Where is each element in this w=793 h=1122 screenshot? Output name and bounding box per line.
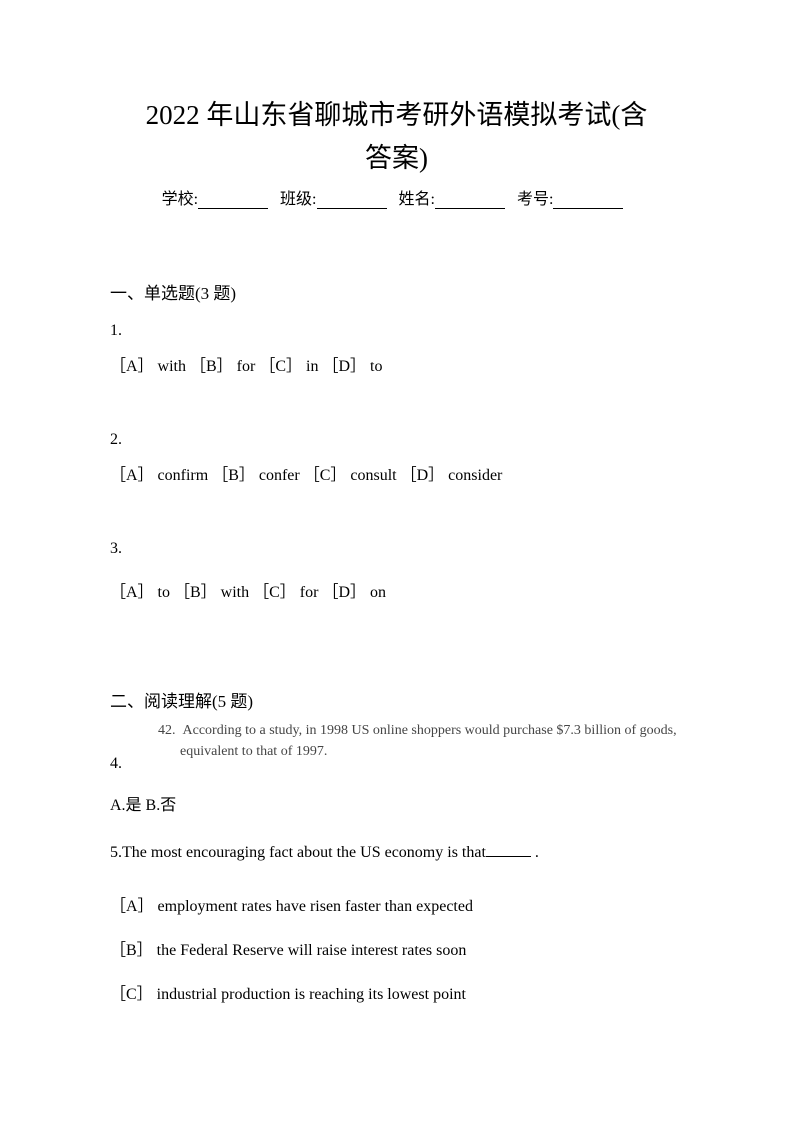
q3-number: 3.	[110, 540, 683, 558]
q4-options: A.是 B.否	[110, 791, 683, 815]
q3-options: ［A］ to ［B］ with ［C］ for ［D］ on	[110, 578, 683, 602]
q5-stem-prefix: 5.The most encouraging fact about the US…	[110, 844, 486, 861]
q4-container: 42. According to a study, in 1998 US onl…	[110, 720, 683, 781]
q5-option-a: ［A］ employment rates have risen faster t…	[110, 892, 683, 916]
q5-option-c: ［C］ industrial production is reaching it…	[110, 980, 683, 1004]
document-title-line2: 答案)	[110, 136, 683, 175]
section2-header: 二、阅读理解(5 题)	[110, 687, 683, 712]
q1-number: 1.	[110, 322, 683, 340]
name-label: 姓名:	[399, 191, 435, 208]
document-title-line1: 2022 年山东省聊城市考研外语模拟考试(含	[110, 95, 683, 136]
class-blank	[317, 191, 387, 209]
q4-embedded-num: 42.	[158, 723, 176, 738]
q5-stem: 5.The most encouraging fact about the US…	[110, 843, 683, 862]
q1-options: ［A］ with ［B］ for ［C］ in ［D］ to	[110, 352, 683, 376]
school-blank	[198, 191, 268, 209]
exam-id-label: 考号:	[517, 191, 553, 208]
q2-options: ［A］ confirm ［B］ confer ［C］ consult ［D］ c…	[110, 461, 683, 485]
q5-stem-suffix: .	[531, 844, 539, 861]
student-info-line: 学校: 班级: 姓名: 考号:	[110, 185, 683, 209]
exam-id-blank	[553, 191, 623, 209]
q4-number: 4.	[110, 755, 683, 773]
q4-embedded-body: According to a study, in 1998 US online …	[180, 723, 677, 760]
name-blank	[435, 191, 505, 209]
q5-fill-blank	[486, 843, 531, 857]
q5-option-b: ［B］ the Federal Reserve will raise inter…	[110, 936, 683, 960]
class-label: 班级:	[280, 191, 316, 208]
school-label: 学校:	[162, 191, 198, 208]
q2-number: 2.	[110, 431, 683, 449]
section1-header: 一、单选题(3 题)	[110, 279, 683, 304]
